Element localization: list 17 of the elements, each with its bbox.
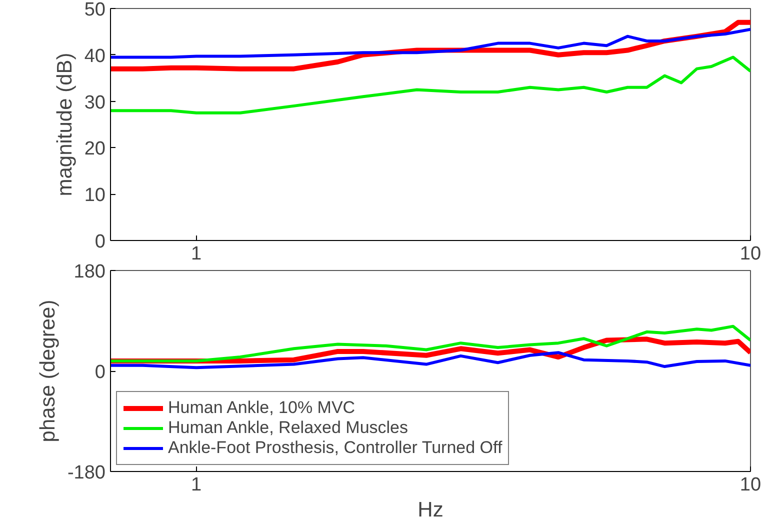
y-axis-title: phase (degree) [36, 300, 60, 442]
y-tick-label: 0 [94, 232, 106, 252]
y-tick-label: 10 [84, 185, 106, 206]
y-tick-label: 50 [84, 0, 106, 20]
legend-label: Human Ankle, 10% MVC [168, 398, 356, 418]
y-tick-label: 20 [84, 138, 106, 160]
legend-label: Human Ankle, Relaxed Muscles [168, 418, 408, 438]
y-tick-label: 180 [74, 262, 106, 282]
y-tick-label: 30 [84, 92, 106, 114]
y-axis-title: magnitude (dB) [53, 52, 76, 196]
x-tick-label: 1 [191, 244, 202, 264]
x-axis-title: Hz [418, 498, 444, 522]
y-tick-label: 0 [94, 362, 106, 383]
x-tick-label: 1 [191, 474, 202, 496]
legend-label: Ankle-Foot Prosthesis, Controller Turned Off [168, 438, 502, 458]
y-tick-label: -180 [67, 462, 106, 484]
y-tick-label: 40 [84, 46, 106, 67]
